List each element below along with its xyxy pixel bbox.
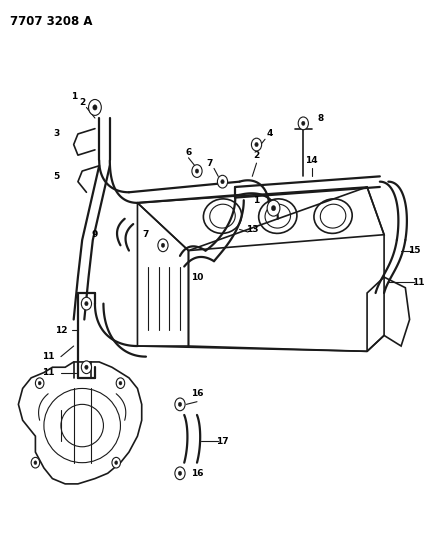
Circle shape xyxy=(178,471,181,475)
Text: 11: 11 xyxy=(42,368,54,377)
Circle shape xyxy=(267,200,280,216)
Text: 6: 6 xyxy=(185,148,192,157)
Circle shape xyxy=(221,180,224,184)
Circle shape xyxy=(38,381,41,385)
Text: 13: 13 xyxy=(246,225,259,234)
Text: 11: 11 xyxy=(42,352,54,361)
Text: 7707 3208 A: 7707 3208 A xyxy=(10,14,92,28)
Text: 2: 2 xyxy=(253,151,260,160)
Circle shape xyxy=(192,165,202,177)
Text: 8: 8 xyxy=(317,114,324,123)
Text: 17: 17 xyxy=(216,437,229,446)
Text: 7: 7 xyxy=(143,230,149,239)
Circle shape xyxy=(178,402,181,407)
Circle shape xyxy=(115,461,118,465)
Circle shape xyxy=(89,100,101,115)
Circle shape xyxy=(116,378,125,389)
Circle shape xyxy=(251,138,262,151)
Text: 4: 4 xyxy=(266,130,273,139)
Text: 1: 1 xyxy=(253,196,260,205)
Circle shape xyxy=(195,169,199,173)
Circle shape xyxy=(81,361,92,374)
Text: 2: 2 xyxy=(79,98,85,107)
Text: 3: 3 xyxy=(54,130,60,139)
Circle shape xyxy=(175,467,185,480)
Text: 15: 15 xyxy=(407,246,420,255)
Circle shape xyxy=(161,243,165,247)
Circle shape xyxy=(302,121,305,125)
Circle shape xyxy=(298,117,309,130)
Text: 12: 12 xyxy=(55,326,67,335)
Text: 10: 10 xyxy=(191,272,203,281)
Text: 5: 5 xyxy=(54,172,60,181)
Circle shape xyxy=(271,206,276,211)
Circle shape xyxy=(255,142,258,147)
Circle shape xyxy=(119,381,122,385)
Text: 1: 1 xyxy=(71,92,77,101)
Circle shape xyxy=(158,239,168,252)
Circle shape xyxy=(31,457,40,468)
Circle shape xyxy=(217,175,228,188)
Circle shape xyxy=(112,457,120,468)
Circle shape xyxy=(85,365,88,369)
Circle shape xyxy=(36,378,44,389)
Text: 9: 9 xyxy=(92,230,98,239)
Circle shape xyxy=(175,398,185,411)
Text: 16: 16 xyxy=(191,389,203,398)
Text: 16: 16 xyxy=(191,469,203,478)
Text: 7: 7 xyxy=(207,159,213,167)
Circle shape xyxy=(34,461,37,465)
Circle shape xyxy=(93,105,97,110)
Circle shape xyxy=(85,302,88,306)
Text: 14: 14 xyxy=(306,156,318,165)
Circle shape xyxy=(81,297,92,310)
Text: 11: 11 xyxy=(412,278,424,287)
